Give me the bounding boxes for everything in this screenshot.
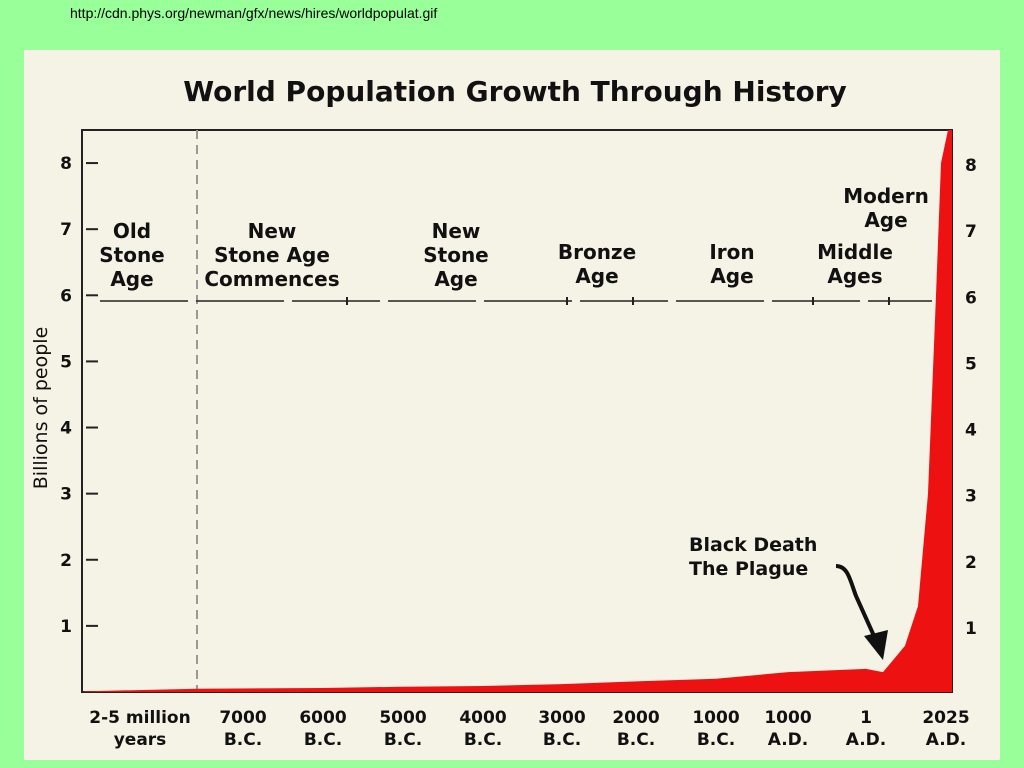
y-tick-label-right: 4 bbox=[965, 421, 977, 441]
era-label: New Stone Age Commences bbox=[204, 219, 339, 291]
y-tick-label-left: 3 bbox=[60, 485, 72, 505]
chart-panel bbox=[24, 50, 1000, 760]
plot-frame bbox=[81, 129, 953, 693]
x-tick-label: 7000 B.C. bbox=[219, 708, 266, 750]
annotation-arrow-head bbox=[864, 630, 888, 660]
annotation-arrow-shaft bbox=[835, 564, 876, 637]
x-tick-label: 6000 B.C. bbox=[299, 708, 346, 750]
y-tick-label-left: 8 bbox=[60, 154, 72, 174]
x-tick-label: 1000 A.D. bbox=[764, 708, 811, 750]
x-tick-label: 3000 B.C. bbox=[538, 708, 585, 750]
y-tick-label-right: 6 bbox=[965, 288, 977, 308]
y-tick-label-right: 5 bbox=[965, 354, 977, 374]
y-tick-label-left: 7 bbox=[60, 220, 72, 240]
y-tick-label-right: 2 bbox=[965, 553, 977, 573]
y-tick-label-left: 2 bbox=[60, 551, 72, 571]
x-tick-label: 5000 B.C. bbox=[379, 708, 426, 750]
era-label: Bronze Age bbox=[558, 240, 636, 288]
source-url: http://cdn.phys.org/newman/gfx/news/hire… bbox=[70, 5, 438, 21]
y-tick-label-right: 7 bbox=[965, 222, 977, 242]
x-tick-label: 1 A.D. bbox=[846, 708, 887, 750]
y-tick-label-left: 5 bbox=[60, 352, 72, 372]
x-tick-label: 1000 B.C. bbox=[692, 708, 739, 750]
era-label: Iron Age bbox=[709, 240, 754, 288]
y-axis-label: Billions of people bbox=[30, 327, 52, 490]
y-tick-label-left: 4 bbox=[60, 419, 72, 439]
annotation-line-2: The Plague bbox=[689, 558, 808, 580]
era-label: Modern Age bbox=[843, 184, 929, 232]
era-label: New Stone Age bbox=[423, 219, 489, 291]
y-tick-label-left: 1 bbox=[60, 617, 72, 637]
y-tick-label-left: 6 bbox=[60, 286, 72, 306]
x-tick-label: 4000 B.C. bbox=[459, 708, 506, 750]
era-timeline bbox=[100, 297, 932, 305]
x-tick-label: 2025 A.D. bbox=[922, 708, 969, 750]
y-tick-label-right: 8 bbox=[965, 156, 977, 176]
population-area bbox=[84, 130, 952, 692]
x-tick-label: 2000 B.C. bbox=[612, 708, 659, 750]
y-tick-label-right: 3 bbox=[965, 487, 977, 507]
y-tick-label-right: 1 bbox=[965, 619, 977, 639]
era-label: Old Stone Age bbox=[99, 219, 165, 291]
x-tick-label: 2-5 million years bbox=[89, 708, 190, 750]
annotation-line-1: Black Death bbox=[689, 534, 817, 556]
chart-title: World Population Growth Through History bbox=[183, 75, 847, 108]
black-death-annotation: Black Death The Plague bbox=[689, 534, 888, 660]
era-label: Middle Ages bbox=[817, 240, 893, 288]
